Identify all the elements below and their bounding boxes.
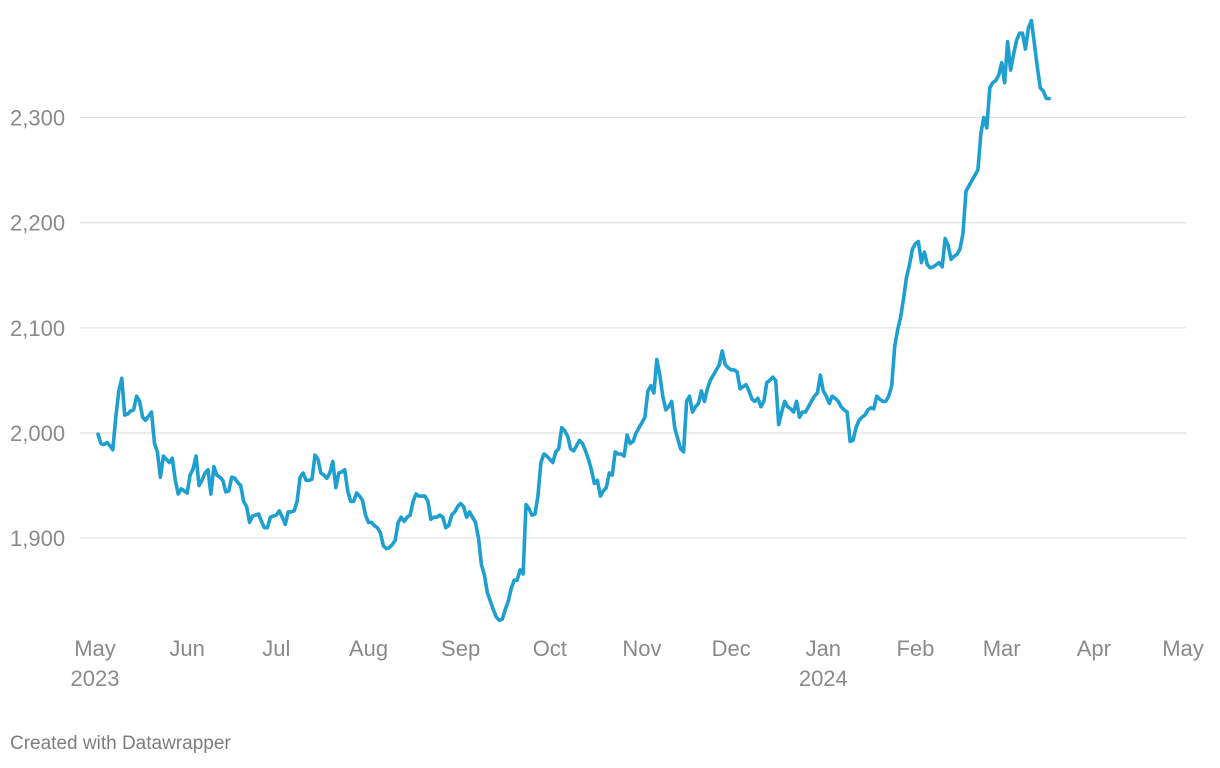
x-tick-label: May xyxy=(74,636,116,661)
x-tick-label: Oct xyxy=(533,636,567,661)
y-tick-label: 1,900 xyxy=(10,526,65,551)
y-axis: 1,900 2,000 2,100 2,200 2,300 xyxy=(10,105,65,551)
x-axis: May 2023 Jun Jul Aug Sep Oct Nov Dec Jan 2024 Feb Ma… xyxy=(71,636,1204,691)
x-tick-label: Mar xyxy=(983,636,1021,661)
x-tick-label: Nov xyxy=(622,636,661,661)
y-tick-label: 2,000 xyxy=(10,421,65,446)
gridlines xyxy=(80,116,1186,539)
x-tick-label: Dec xyxy=(712,636,751,661)
x-tick-label: Jul xyxy=(262,636,290,661)
series-line-0 xyxy=(96,18,1051,623)
x-tick-label: Apr xyxy=(1077,636,1111,661)
datawrapper-credit[interactable]: Created with Datawrapper xyxy=(10,733,231,754)
x-tick-year-label: 2024 xyxy=(799,666,848,691)
line-chart: 1,900 2,000 2,100 2,200 2,300 May 2023 Jun Jul A… xyxy=(10,18,1204,691)
x-tick-label: Jun xyxy=(169,636,204,661)
y-tick-label: 2,200 xyxy=(10,211,65,236)
x-tick-label: Feb xyxy=(896,636,934,661)
x-tick-label: Sep xyxy=(441,636,480,661)
x-tick-label: Aug xyxy=(349,636,388,661)
x-tick-label: May xyxy=(1162,636,1204,661)
x-tick-year-label: 2023 xyxy=(71,666,120,691)
y-tick-label: 2,300 xyxy=(10,105,65,130)
series-layer xyxy=(96,18,1051,623)
x-tick-label: Jan xyxy=(806,636,841,661)
y-tick-label: 2,100 xyxy=(10,316,65,341)
